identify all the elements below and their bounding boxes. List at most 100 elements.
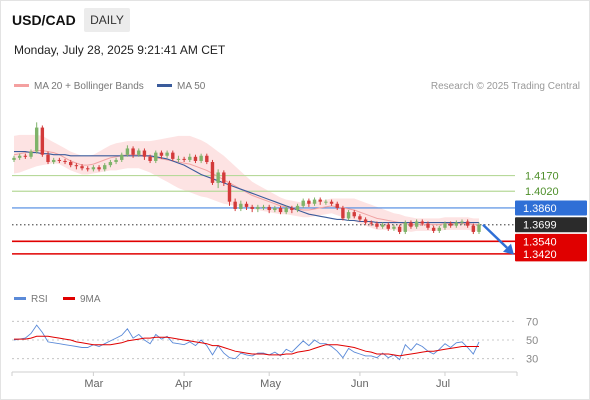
timestamp: Monday, July 28, 2025 9:21:41 AM CET [14, 43, 226, 57]
candle-body [284, 207, 288, 213]
level-label-1.3540: 1.3540 [523, 236, 557, 248]
candle-body [222, 172, 226, 183]
candle-body [448, 223, 453, 226]
level-tag-1.3540 [515, 233, 587, 249]
candle-body [131, 148, 135, 155]
candle-body [273, 207, 277, 211]
level-tag-1.3420 [515, 246, 587, 262]
candle-body [363, 219, 368, 223]
candle-body [392, 226, 396, 229]
candle-body [34, 127, 39, 152]
level-tag-1.3699 [515, 217, 587, 233]
candle-body [244, 203, 249, 207]
candle-body [148, 156, 152, 161]
candle-body [159, 152, 164, 156]
legend-ma50-swatch [157, 83, 172, 87]
timeframe-tab[interactable]: DAILY [84, 8, 130, 32]
candle-body [256, 206, 260, 209]
level-label-1.4170: 1.4170 [525, 171, 559, 183]
candle-body [346, 212, 351, 219]
candle-body [437, 227, 442, 231]
candle-body [193, 156, 198, 161]
candle-body [369, 222, 373, 224]
candle-body [125, 148, 130, 155]
candle-body [210, 162, 215, 183]
candle-body [108, 162, 113, 166]
candle-body [142, 150, 147, 157]
month-label-Mar: Mar [84, 378, 103, 390]
rsi-tick-50: 50 [526, 335, 538, 347]
candle-body [335, 203, 339, 208]
legend-rsi-label: RSI [31, 294, 48, 305]
forecast-arrow-head [503, 243, 514, 255]
candle-body [267, 206, 271, 211]
candle-body [324, 201, 328, 203]
level-label-1.3420: 1.3420 [523, 249, 557, 261]
candle-body [29, 151, 33, 157]
legend-rsi-swatch [14, 296, 26, 300]
candle-body [57, 159, 62, 161]
legend-ma50: MA 50 [157, 81, 205, 92]
bollinger-band [14, 134, 479, 232]
candle-body [454, 222, 459, 226]
candle-body [307, 200, 311, 204]
candle-body [358, 216, 362, 220]
candle-body [103, 165, 107, 170]
candle-body [80, 166, 84, 169]
candle-body [352, 212, 356, 217]
candle-body [420, 221, 424, 224]
candle-body [380, 224, 385, 227]
candle-body [239, 203, 243, 209]
month-label-May: May [260, 378, 281, 390]
candle-body [301, 200, 305, 206]
legend-rsi-ma: 9MA [63, 294, 101, 305]
candle-body [205, 155, 209, 163]
candle-body [250, 206, 254, 209]
candle-body [403, 222, 407, 232]
legend-rsi-ma-label: 9MA [80, 294, 101, 305]
candle-body [23, 155, 28, 157]
candle-body [261, 206, 266, 208]
rsi-tick-70: 70 [526, 316, 538, 328]
candle-body [443, 223, 447, 228]
rsi-line [13, 324, 480, 361]
candle-body [471, 225, 476, 232]
candle-body [431, 227, 436, 231]
candle-body [97, 167, 101, 170]
candle-body [86, 168, 90, 170]
candle-body [154, 152, 158, 161]
level-label-1.3860: 1.3860 [523, 203, 557, 215]
candle-body [312, 199, 317, 204]
candle-body [295, 205, 300, 211]
month-label-Jun: Jun [351, 378, 369, 390]
candle-body [318, 199, 322, 202]
candle-body [91, 167, 96, 170]
symbol-label: USD/CAD [12, 12, 76, 28]
candle-body [51, 159, 56, 163]
candle-body [137, 150, 141, 155]
candle-body [171, 152, 175, 159]
legend-rsi: RSI [14, 294, 48, 305]
candle-body [397, 226, 402, 232]
credit-text: Research © 2025 Trading Central [430, 81, 580, 92]
month-label-Apr: Apr [175, 378, 192, 390]
candle-body [120, 154, 124, 160]
candle-body [233, 201, 237, 209]
candle-body [278, 207, 283, 213]
candle-body [375, 223, 379, 227]
candle-body [460, 221, 464, 223]
forecast-arrow-line [482, 223, 508, 249]
candle-body [46, 154, 50, 163]
candle-body [329, 201, 334, 204]
candle-body [409, 222, 413, 227]
legend-ma20-swatch [14, 83, 29, 87]
level-label-1.3699: 1.3699 [523, 220, 557, 232]
month-label-Jul: Jul [436, 378, 450, 390]
candle-body [114, 159, 118, 163]
candle-body [188, 156, 192, 160]
candle-body [199, 155, 203, 161]
candle-body [465, 221, 470, 226]
candle-body [227, 182, 232, 202]
legend-ma50-label: MA 50 [177, 81, 206, 92]
